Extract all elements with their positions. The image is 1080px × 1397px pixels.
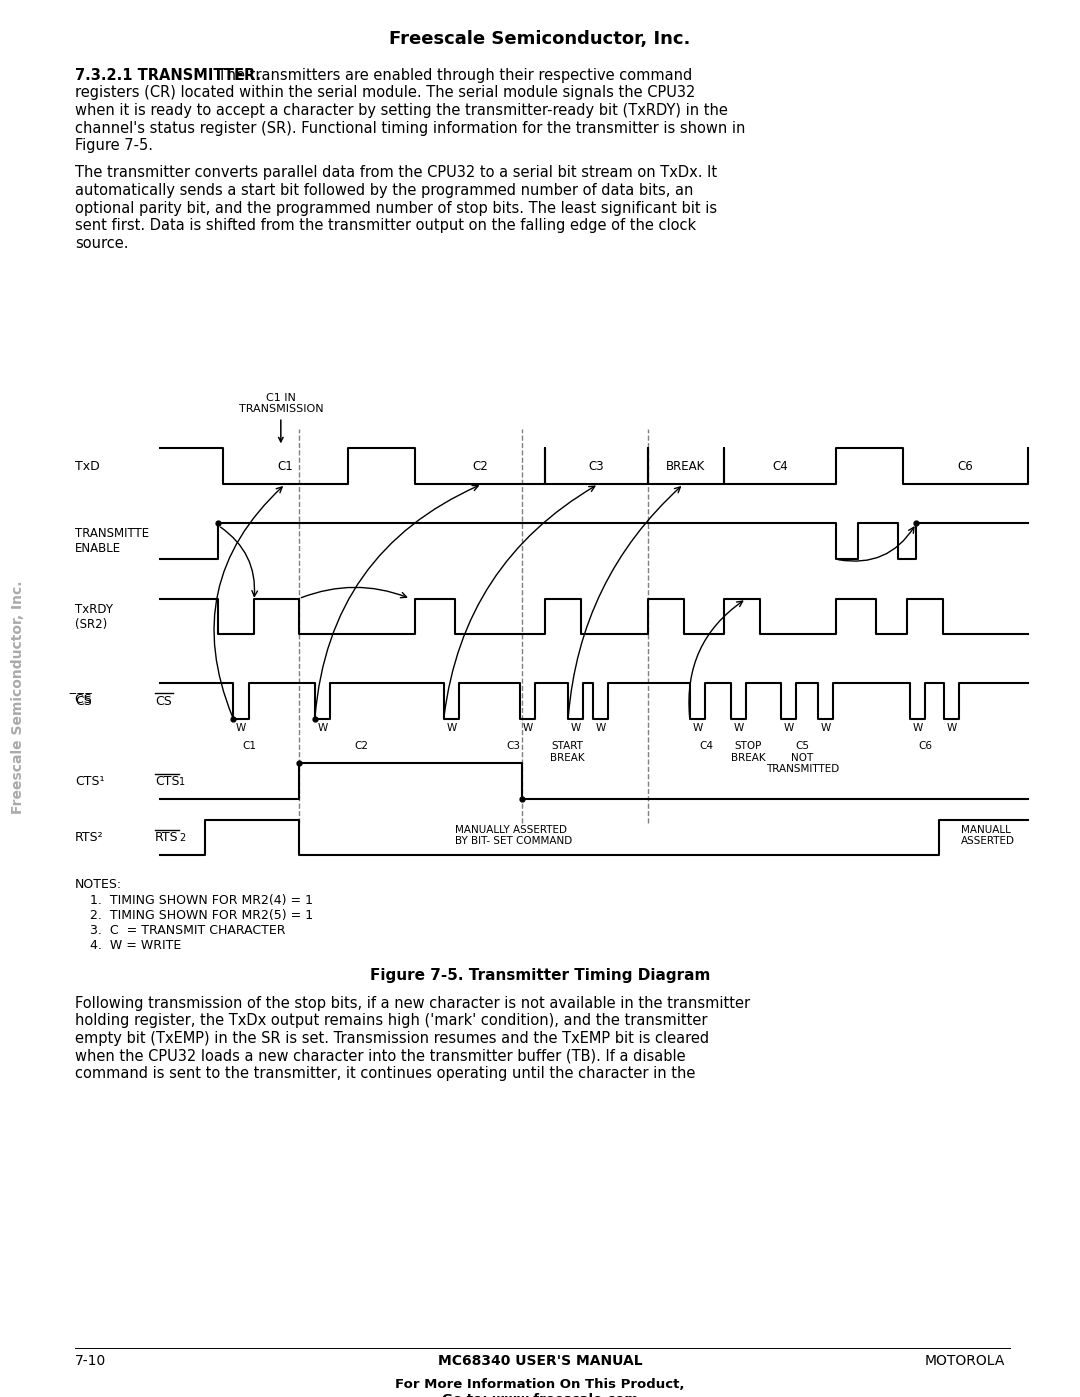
Text: W: W [913,724,922,733]
Text: sent first. Data is shifted from the transmitter output on the falling edge of t: sent first. Data is shifted from the tra… [75,218,697,233]
Text: C4: C4 [699,740,713,752]
Text: Freescale Semiconductor, Inc.: Freescale Semiconductor, Inc. [11,580,25,813]
Text: RTS²: RTS² [75,831,104,844]
Text: The transmitter converts parallel data from the CPU32 to a serial bit stream on : The transmitter converts parallel data f… [75,165,717,180]
Text: channel's status register (SR). Functional timing information for the transmitte: channel's status register (SR). Function… [75,120,745,136]
Text: MANUALLY ASSERTED
BY BIT- SET COMMAND: MANUALLY ASSERTED BY BIT- SET COMMAND [456,824,572,847]
Text: optional parity bit, and the programmed number of stop bits. The least significa: optional parity bit, and the programmed … [75,201,717,215]
Text: 1: 1 [179,777,185,787]
Text: NOTES:: NOTES: [75,877,122,891]
Text: TxRDY
(SR2): TxRDY (SR2) [75,602,113,630]
Text: C4: C4 [772,460,787,472]
Text: 4.  W = WRITE: 4. W = WRITE [90,939,181,951]
Text: 7.3.2.1 TRANSMITTER.: 7.3.2.1 TRANSMITTER. [75,68,261,82]
Text: CTS¹: CTS¹ [75,774,105,788]
Text: CS: CS [156,694,172,708]
Text: TxD: TxD [75,460,99,472]
Text: W: W [784,724,794,733]
Text: C6: C6 [918,740,932,752]
Text: C1: C1 [278,460,293,472]
Text: C3: C3 [507,740,521,752]
Text: W: W [318,724,327,733]
Text: 2.  TIMING SHOWN FOR MR2(5) = 1: 2. TIMING SHOWN FOR MR2(5) = 1 [90,909,313,922]
Text: C1: C1 [243,740,257,752]
Text: RTS: RTS [156,831,178,844]
Text: command is sent to the transmitter, it continues operating until the character i: command is sent to the transmitter, it c… [75,1066,696,1081]
Text: For More Information On This Product,
Go to: www.freescale.com: For More Information On This Product, Go… [395,1377,685,1397]
Text: W: W [692,724,703,733]
Text: W: W [235,724,246,733]
Text: source.: source. [75,236,129,250]
Text: Figure 7-5. Transmitter Timing Diagram: Figure 7-5. Transmitter Timing Diagram [369,968,711,983]
Text: W: W [446,724,457,733]
Text: Following transmission of the stop bits, if a new character is not available in : Following transmission of the stop bits,… [75,996,751,1011]
Text: TRANSMITTE
ENABLE: TRANSMITTE ENABLE [75,527,149,556]
Text: C2: C2 [472,460,488,472]
Text: STOP
BREAK: STOP BREAK [731,740,766,763]
Text: BREAK: BREAK [666,460,705,472]
Text: 2: 2 [179,834,186,844]
Text: W: W [733,724,744,733]
Text: MC68340 USER'S MANUAL: MC68340 USER'S MANUAL [437,1354,643,1368]
Text: C6: C6 [958,460,973,472]
Text: CS: CS [75,694,92,708]
Text: when the CPU32 loads a new character into the transmitter buffer (TB). If a disa: when the CPU32 loads a new character int… [75,1049,686,1063]
Text: ̅C̅S̅: ̅C̅S̅ [75,693,92,705]
Text: MANUALL
ASSERTED: MANUALL ASSERTED [961,824,1015,847]
Text: CTS: CTS [156,774,179,788]
Text: C5
NOT
TRANSMITTED: C5 NOT TRANSMITTED [766,740,839,774]
Text: when it is ready to accept a character by setting the transmitter-ready bit (TxR: when it is ready to accept a character b… [75,103,728,117]
Text: W: W [596,724,606,733]
Text: W: W [570,724,581,733]
Text: Freescale Semiconductor, Inc.: Freescale Semiconductor, Inc. [389,29,691,47]
Text: C1 IN
TRANSMISSION: C1 IN TRANSMISSION [239,393,323,441]
Text: C2: C2 [354,740,368,752]
Text: 1.  TIMING SHOWN FOR MR2(4) = 1: 1. TIMING SHOWN FOR MR2(4) = 1 [90,894,313,907]
Text: 7-10: 7-10 [75,1354,106,1368]
Text: W: W [821,724,831,733]
Text: holding register, the TxDx output remains high ('mark' condition), and the trans: holding register, the TxDx output remain… [75,1013,707,1028]
Text: empty bit (TxEMP) in the SR is set. Transmission resumes and the TxEMP bit is cl: empty bit (TxEMP) in the SR is set. Tran… [75,1031,710,1046]
Text: Figure 7-5.: Figure 7-5. [75,138,153,154]
Text: MOTOROLA: MOTOROLA [924,1354,1005,1368]
Text: C3: C3 [589,460,604,472]
Text: The transmitters are enabled through their respective command: The transmitters are enabled through the… [213,68,692,82]
Text: START
BREAK: START BREAK [550,740,584,763]
Text: registers (CR) located within the serial module. The serial module signals the C: registers (CR) located within the serial… [75,85,696,101]
Text: 3.  C  = TRANSMIT CHARACTER: 3. C = TRANSMIT CHARACTER [90,923,285,937]
Text: automatically sends a start bit followed by the programmed number of data bits, : automatically sends a start bit followed… [75,183,693,198]
Text: W: W [946,724,957,733]
Text: W: W [523,724,532,733]
